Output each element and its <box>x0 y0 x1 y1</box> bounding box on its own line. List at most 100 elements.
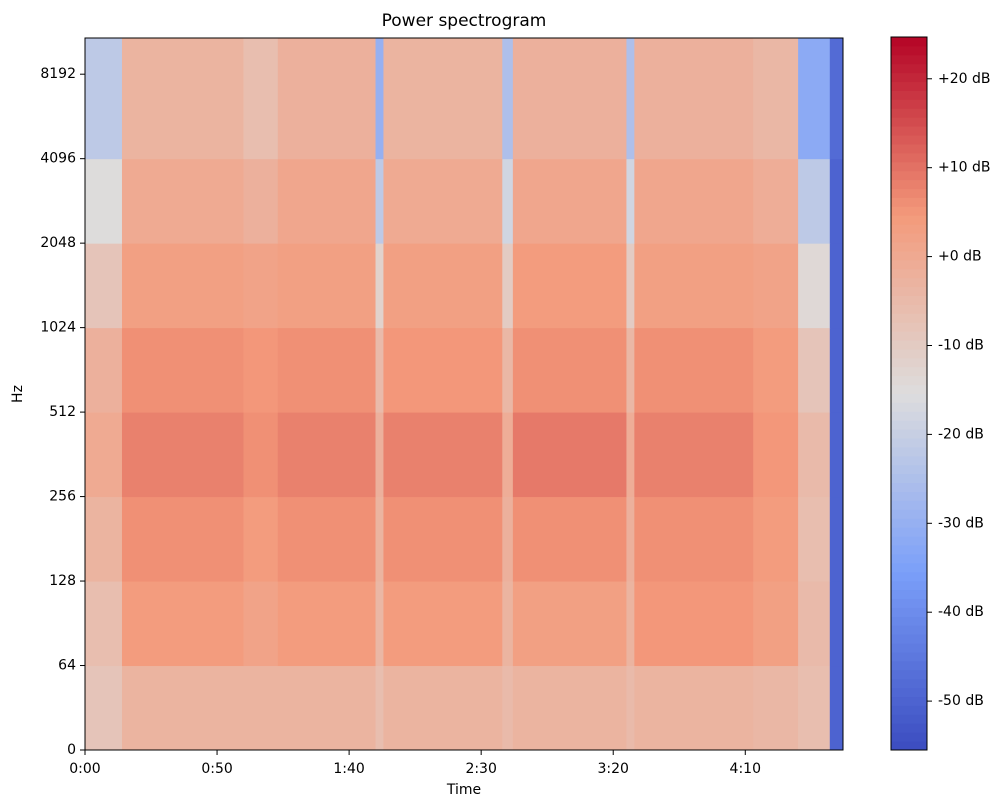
colorbar-segment <box>891 723 927 733</box>
colorbar-segment <box>891 714 927 724</box>
colorbar-segment <box>891 651 927 662</box>
spectrogram-cell <box>829 496 844 582</box>
spectrogram-cell <box>277 665 377 751</box>
y-tick-label: 1024 <box>40 320 76 336</box>
spectrogram-cell <box>277 243 377 329</box>
colorbar-segment <box>891 616 927 626</box>
colorbar-segment <box>891 170 927 181</box>
colorbar-segment <box>891 63 927 74</box>
colorbar-segment <box>891 741 927 751</box>
y-tick-label: 8192 <box>40 66 76 82</box>
spectrogram-cell <box>243 581 279 667</box>
colorbar-segment <box>891 357 927 368</box>
spectrogram-cell <box>753 158 799 244</box>
colorbar-segment <box>891 117 927 127</box>
spectrogram-cell <box>85 38 123 160</box>
colorbar-segment <box>891 81 927 91</box>
colorbar-segment <box>891 545 927 555</box>
spectrogram-cell <box>512 496 627 582</box>
colorbar-tick-label: -20 dB <box>938 426 984 442</box>
colorbar-segment <box>891 607 927 617</box>
x-axis-label: Time <box>446 782 481 798</box>
spectrogram-cell <box>277 412 377 498</box>
spectrogram-cell <box>383 665 503 751</box>
x-tick-label: 3:20 <box>597 761 628 777</box>
spectrogram-cell <box>634 243 754 329</box>
spectrogram-cell <box>85 496 123 582</box>
colorbar-segment <box>891 500 927 510</box>
colorbar-segment <box>891 348 927 359</box>
spectrogram-cell <box>634 158 754 244</box>
colorbar-segment <box>891 375 927 386</box>
spectrogram-cell <box>243 665 279 751</box>
colorbar-segment <box>891 233 927 243</box>
spectrogram-cell <box>753 327 799 413</box>
spectrogram-cell <box>753 496 799 582</box>
colorbar-segment <box>891 188 927 198</box>
spectrogram-cell <box>512 327 627 413</box>
spectrogram-cell <box>798 158 831 244</box>
colorbar-segment <box>891 126 927 136</box>
spectrogram-cell <box>626 38 635 160</box>
y-tick-label: 2048 <box>40 235 76 251</box>
spectrogram-cell <box>798 665 831 751</box>
colorbar-segment <box>891 446 927 457</box>
spectrogram-cell <box>121 38 244 160</box>
spectrogram-cell <box>829 581 844 667</box>
colorbar-tick-label: +10 dB <box>938 160 991 176</box>
chart-title: Power spectrogram <box>382 11 547 31</box>
colorbar-segment <box>891 295 927 305</box>
spectrogram-cell <box>85 327 123 413</box>
spectrogram-cell <box>277 496 377 582</box>
spectrogram-cell <box>243 158 279 244</box>
spectrogram-cell <box>753 412 799 498</box>
spectrogram-cell <box>375 158 384 244</box>
spectrogram-cell <box>502 412 514 498</box>
colorbar-segment <box>891 518 927 528</box>
colorbar-segment <box>891 634 927 644</box>
spectrogram-cell <box>634 665 754 751</box>
colorbar-segment <box>891 643 927 653</box>
colorbar-segment <box>891 687 927 698</box>
colorbar-segment <box>891 571 927 582</box>
spectrogram-cell <box>829 243 844 329</box>
colorbar-segment <box>891 99 927 109</box>
spectrogram-cell <box>512 665 627 751</box>
colorbar-segment <box>891 135 927 145</box>
spectrogram-cell <box>512 412 627 498</box>
colorbar-segment <box>891 438 927 448</box>
spectrogram-cell <box>512 158 627 244</box>
x-tick-label: 4:10 <box>730 761 761 777</box>
colorbar-segment <box>891 482 927 493</box>
colorbar-segment <box>891 197 927 207</box>
spectrogram-cell <box>277 327 377 413</box>
spectrogram-cell <box>798 38 831 160</box>
y-tick-label: 64 <box>58 658 76 674</box>
colorbar-segment <box>891 340 927 350</box>
y-tick-label: 512 <box>49 404 76 420</box>
spectrogram-cell <box>753 243 799 329</box>
colorbar-segment <box>891 143 927 154</box>
spectrogram-cell <box>85 665 123 751</box>
plot-frame <box>84 37 844 751</box>
spectrogram-cell <box>121 243 244 329</box>
colorbar-segment <box>891 562 927 573</box>
spectrogram-cell <box>634 327 754 413</box>
y-axis-label: Hz <box>10 385 26 403</box>
colorbar-segment <box>891 322 927 332</box>
colorbar-segment <box>891 161 927 172</box>
spectrogram-cell <box>85 412 123 498</box>
spectrogram-cell <box>626 327 635 413</box>
spectrogram-cell <box>243 412 279 498</box>
spectrogram-cell <box>502 243 514 329</box>
spectrogram-cell <box>85 243 123 329</box>
spectrogram-cell <box>829 158 844 244</box>
spectrogram-cell <box>375 38 384 160</box>
spectrogram-cell <box>375 243 384 329</box>
spectrogram-cell <box>829 665 844 751</box>
spectrogram-cell <box>753 665 799 751</box>
colorbar-segment <box>891 420 927 430</box>
colorbar-segment <box>891 224 927 234</box>
colorbar-segment <box>891 589 927 599</box>
colorbar-segment <box>891 206 927 216</box>
